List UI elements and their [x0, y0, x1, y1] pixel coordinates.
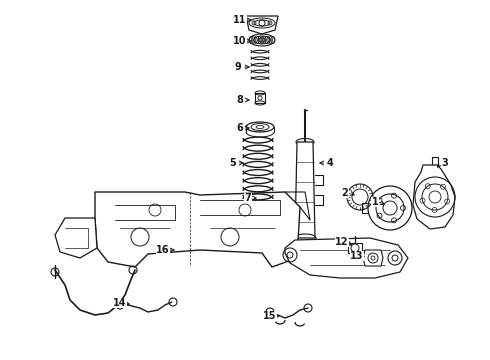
Polygon shape: [246, 16, 278, 34]
Polygon shape: [55, 218, 97, 258]
Text: 16: 16: [156, 245, 170, 255]
Polygon shape: [95, 192, 300, 267]
Text: 9: 9: [235, 62, 242, 72]
Text: 6: 6: [237, 123, 244, 133]
Polygon shape: [285, 238, 408, 278]
Text: 11: 11: [233, 15, 247, 25]
Text: 8: 8: [237, 95, 244, 105]
Text: 14: 14: [113, 298, 127, 308]
Text: 3: 3: [441, 158, 448, 168]
Text: 10: 10: [233, 36, 247, 46]
Polygon shape: [363, 250, 383, 266]
Text: 2: 2: [342, 188, 348, 198]
Text: 1: 1: [371, 197, 378, 207]
Text: 5: 5: [230, 158, 236, 168]
Text: 13: 13: [350, 251, 364, 261]
Text: 7: 7: [245, 193, 251, 203]
Text: 15: 15: [263, 311, 277, 321]
Polygon shape: [295, 142, 315, 238]
Polygon shape: [413, 165, 455, 229]
Bar: [348, 243, 362, 253]
Text: 12: 12: [335, 237, 349, 247]
Text: 4: 4: [327, 158, 333, 168]
